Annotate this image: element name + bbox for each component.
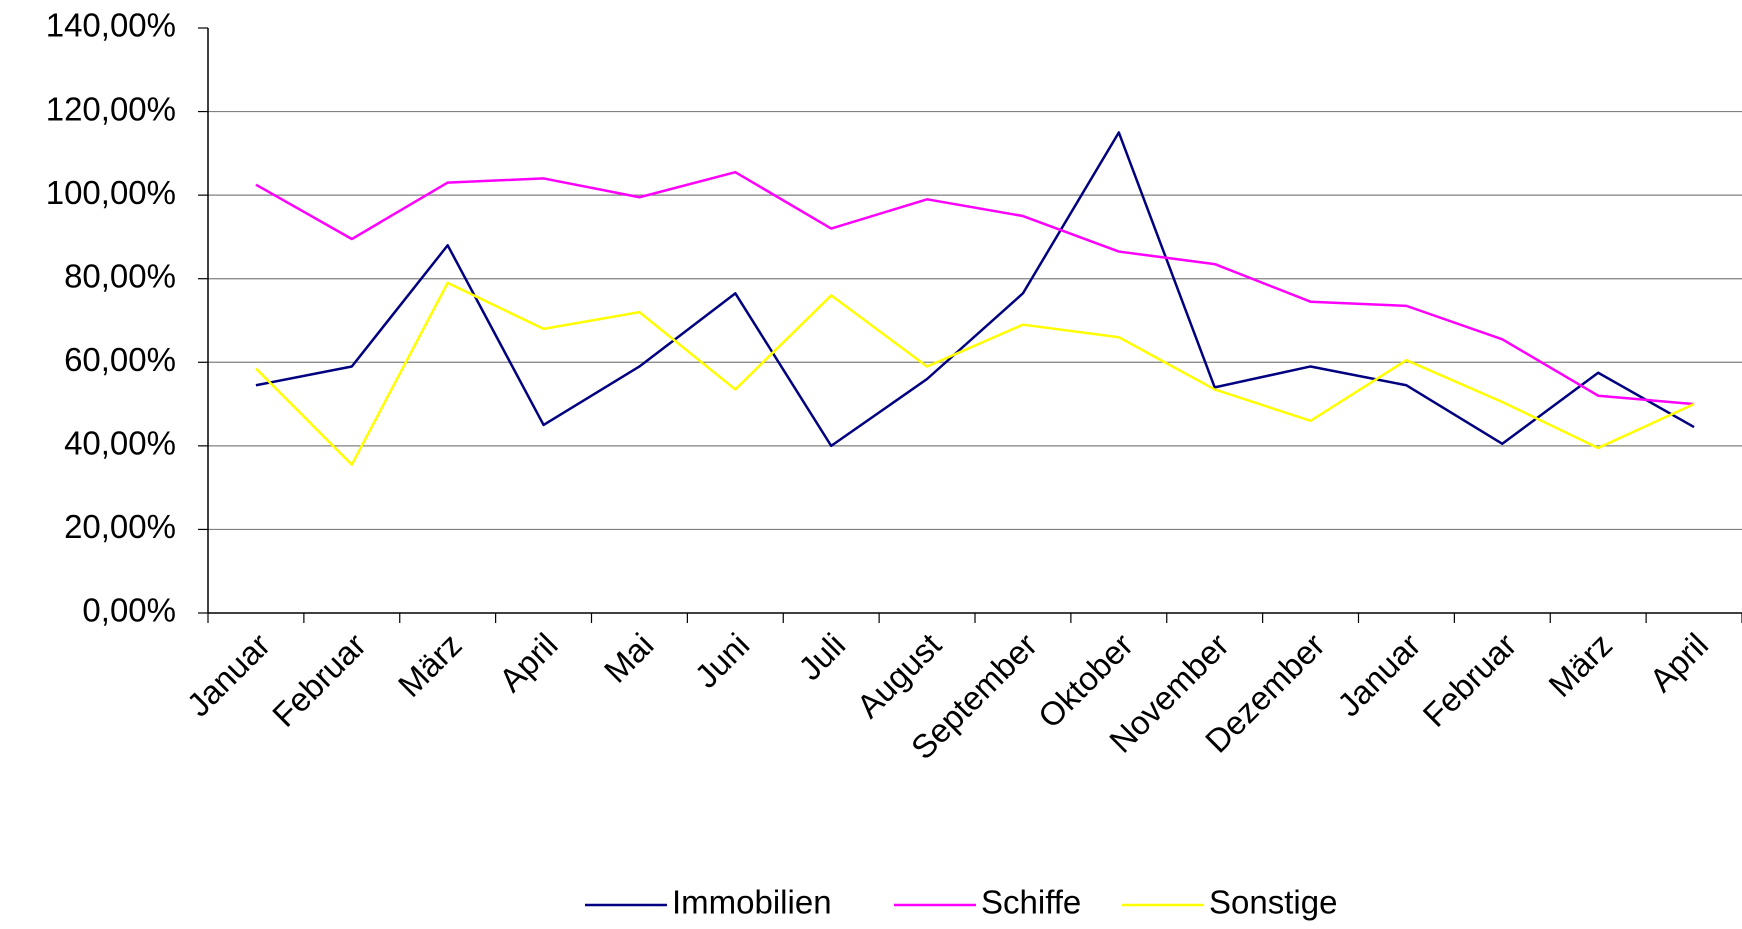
- legend-label: Immobilien: [672, 884, 832, 921]
- y-tick-label: 40,00%: [64, 425, 176, 462]
- y-tick-label: 120,00%: [46, 90, 176, 127]
- x-tick-label: Januar: [1330, 626, 1428, 724]
- series-line: [255, 281, 1695, 466]
- x-tick-label: Juli: [791, 626, 852, 687]
- x-tick-label: Mai: [597, 626, 661, 690]
- x-tick-label: März: [1541, 626, 1619, 704]
- series-line: [255, 170, 1695, 406]
- x-tick-label: Februar: [1416, 626, 1524, 734]
- legend-label: Sonstige: [1209, 884, 1337, 921]
- y-tick-label: 0,00%: [82, 592, 176, 629]
- y-tick-label: 140,00%: [46, 7, 176, 44]
- series-line: [255, 131, 1695, 448]
- x-tick-label: Februar: [265, 626, 373, 734]
- x-tick-label: Januar: [180, 626, 278, 724]
- y-tick-label: 60,00%: [64, 341, 176, 378]
- x-tick-label: März: [391, 626, 469, 704]
- y-tick-label: 20,00%: [64, 508, 176, 545]
- x-tick-label: Juni: [687, 626, 756, 695]
- legend-label: Schiffe: [981, 884, 1081, 921]
- y-tick-label: 100,00%: [46, 174, 176, 211]
- x-tick-label: April: [1642, 626, 1715, 699]
- x-tick-label: April: [492, 626, 565, 699]
- y-tick-label: 80,00%: [64, 257, 176, 294]
